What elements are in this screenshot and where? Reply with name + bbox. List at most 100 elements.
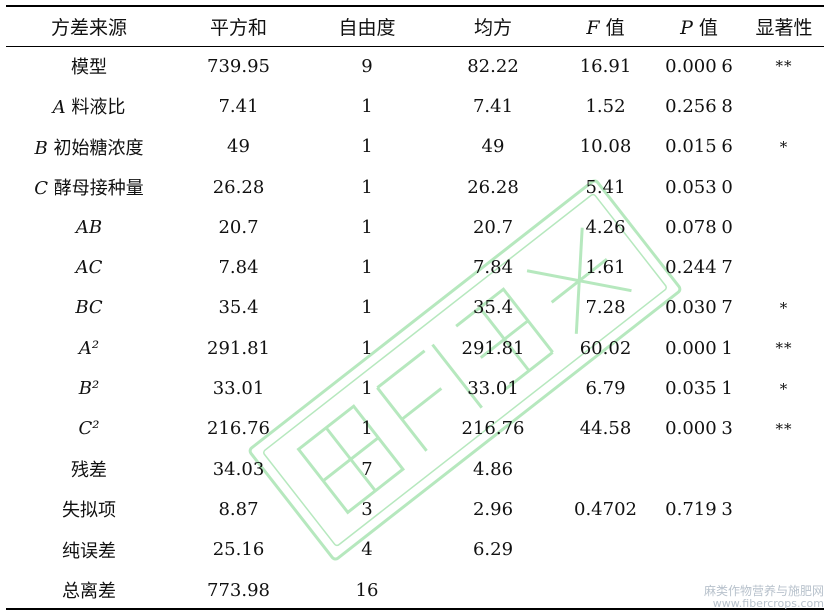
row-mean-square: 7.41: [472, 95, 514, 117]
table-row: 残差 34.03 7 4.86: [6, 449, 824, 489]
site-watermark-url: www.fibercrops.com: [712, 597, 824, 611]
row-f-value: 4.26: [585, 216, 626, 238]
row-source: B 初始糖浓度: [34, 137, 144, 159]
factor-symbol: A: [52, 97, 66, 119]
row-f-value: 7.28: [585, 297, 626, 319]
site-watermark-name: 麻类作物营养与施肥网: [703, 583, 824, 598]
factor-symbol: A²: [78, 337, 100, 359]
row-source: C 酵母接种量: [34, 178, 144, 200]
row-f-value: 5.41: [585, 176, 626, 198]
row-degrees-of-freedom: 1: [361, 95, 373, 117]
row-significance: [744, 489, 824, 529]
factor-symbol: AC: [75, 257, 103, 279]
table-row: AB 20.7 1 20.7 4.26 0.078 0: [6, 207, 824, 247]
row-significance: [744, 530, 824, 570]
anova-table: 方差来源 平方和 自由度 均方 F 值 P 值 显著性 模型 739.95 9 82.…: [6, 7, 824, 610]
row-source: A²: [6, 328, 172, 368]
row-mean-square: 216.76: [461, 418, 525, 440]
row-degrees-of-freedom: 1: [361, 136, 373, 158]
factor-symbol: B²: [78, 378, 100, 400]
row-mean-square: 33.01: [467, 378, 519, 400]
row-p-value: 0.000 3: [665, 418, 733, 440]
row-f-value: 6.79: [585, 378, 626, 400]
table-row: A 料液比 7.41 1 7.41 1.52 0.256 8: [6, 86, 824, 126]
row-sum-of-squares: 25.16: [212, 539, 265, 561]
row-p-value: 0.030 7: [665, 297, 733, 319]
row-p-value: [654, 530, 744, 570]
row-f-value: 44.58: [579, 418, 632, 440]
table-row: BC 35.4 1 35.4 7.28 0.030 7 *: [6, 288, 824, 328]
row-mean-square: 49: [481, 136, 505, 158]
row-sum-of-squares: 739.95: [207, 55, 270, 77]
row-source: AC: [6, 247, 172, 287]
row-mean-square: [429, 570, 557, 610]
row-degrees-of-freedom: 9: [361, 55, 373, 77]
row-mean-square: 35.4: [472, 297, 514, 319]
row-significance: **: [775, 339, 793, 358]
row-f-value: 1.52: [585, 95, 626, 117]
row-source: C²: [6, 409, 172, 449]
row-f-value: 1.61: [585, 257, 626, 279]
row-p-value: 0.244 7: [665, 257, 733, 279]
row-source: 失拟项: [62, 500, 116, 522]
row-p-value: 0.078 0: [665, 216, 733, 238]
row-significance: *: [779, 298, 789, 317]
row-significance: *: [779, 137, 789, 156]
table-header-row: 方差来源 平方和 自由度 均方 F 值 P 值 显著性: [6, 7, 824, 46]
header-f: F 值: [586, 17, 625, 39]
site-watermark: 麻类作物营养与施肥网 www.fibercrops.com: [703, 583, 824, 611]
row-f-value: [557, 570, 654, 610]
header-significance: 显著性: [755, 17, 813, 39]
row-significance: *: [779, 379, 789, 398]
row-f-value: 16.91: [579, 55, 632, 77]
row-source: 模型: [71, 57, 107, 79]
row-sum-of-squares: 773.98: [207, 579, 270, 601]
table-header-rule: [6, 46, 824, 47]
row-degrees-of-freedom: 7: [361, 458, 373, 480]
row-mean-square: 20.7: [472, 216, 514, 238]
row-significance: [744, 167, 824, 207]
row-degrees-of-freedom: 1: [361, 418, 373, 440]
table-row: C² 216.76 1 216.76 44.58 0.000 3 **: [6, 409, 824, 449]
row-f-value: 60.02: [579, 337, 632, 359]
row-f-value: [557, 530, 654, 570]
row-mean-square: 6.29: [472, 539, 514, 561]
row-p-value: 0.256 8: [665, 95, 733, 117]
stat-symbol: P: [680, 17, 693, 39]
factor-symbol: B: [34, 137, 48, 159]
row-significance: **: [775, 57, 793, 76]
row-f-value: [557, 449, 654, 489]
header-source: 方差来源: [50, 17, 127, 39]
row-mean-square: 2.96: [472, 498, 514, 520]
row-p-value: 0.000 1: [665, 337, 733, 359]
row-mean-square: 26.28: [467, 176, 519, 198]
row-source: A 料液比: [52, 97, 126, 119]
row-source: AB: [6, 207, 172, 247]
row-sum-of-squares: 291.81: [207, 337, 270, 359]
table-row: C 酵母接种量 26.28 1 26.28 5.41 0.053 0: [6, 167, 824, 207]
factor-symbol: C: [34, 178, 49, 200]
row-source: B²: [6, 368, 172, 408]
row-significance: [744, 449, 824, 489]
stat-symbol: F: [586, 17, 600, 39]
row-sum-of-squares: 49: [227, 136, 250, 158]
header-ms: 均方: [473, 17, 512, 39]
row-f-value: 10.08: [579, 136, 632, 158]
row-degrees-of-freedom: 4: [361, 539, 373, 561]
row-degrees-of-freedom: 1: [361, 378, 373, 400]
row-p-value: 0.719 3: [665, 498, 733, 520]
factor-symbol: AB: [75, 216, 103, 238]
row-source: BC: [6, 288, 172, 328]
table-bottom-rule: [6, 608, 824, 610]
row-sum-of-squares: 34.03: [212, 458, 265, 480]
row-significance: **: [775, 419, 793, 438]
table-row: 失拟项 8.87 3 2.96 0.4702 0.719 3: [6, 489, 824, 529]
table-row: A² 291.81 1 291.81 60.02 0.000 1 **: [6, 328, 824, 368]
table-row: AC 7.84 1 7.84 1.61 0.244 7: [6, 247, 824, 287]
row-source: 总离差: [62, 581, 116, 602]
row-sum-of-squares: 35.4: [218, 297, 259, 319]
row-mean-square: 7.84: [472, 257, 514, 279]
row-p-value: 0.035 1: [665, 378, 733, 400]
row-sum-of-squares: 20.7: [218, 216, 259, 238]
row-p-value: 0.053 0: [665, 176, 733, 198]
